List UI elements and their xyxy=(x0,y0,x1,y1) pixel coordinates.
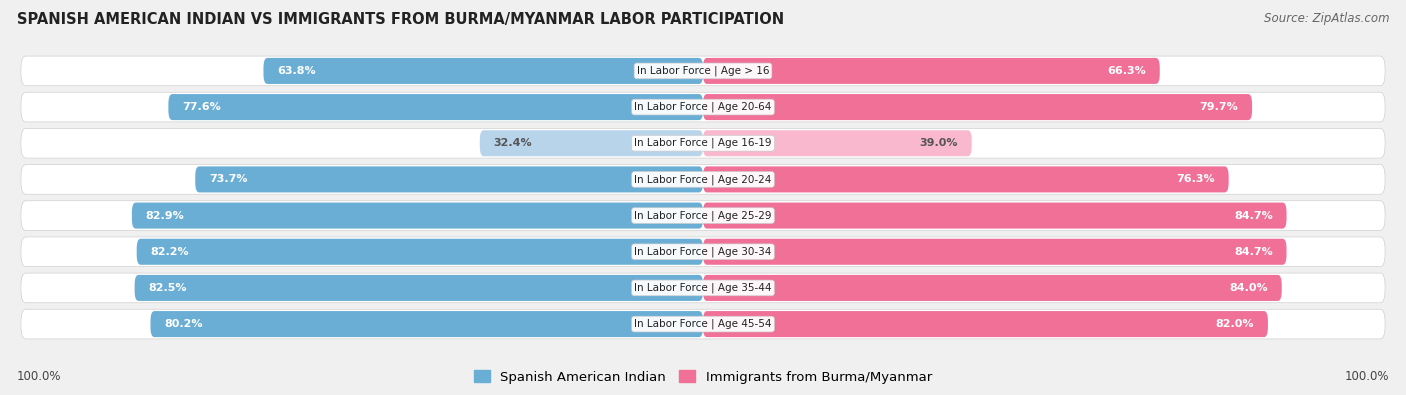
FancyBboxPatch shape xyxy=(703,275,1282,301)
Text: 84.7%: 84.7% xyxy=(1234,247,1272,257)
Text: 84.0%: 84.0% xyxy=(1229,283,1268,293)
FancyBboxPatch shape xyxy=(21,128,1385,158)
Text: 79.7%: 79.7% xyxy=(1199,102,1239,112)
Text: 100.0%: 100.0% xyxy=(17,370,62,383)
FancyBboxPatch shape xyxy=(21,201,1385,230)
Text: In Labor Force | Age > 16: In Labor Force | Age > 16 xyxy=(637,66,769,76)
FancyBboxPatch shape xyxy=(169,94,703,120)
Text: In Labor Force | Age 45-54: In Labor Force | Age 45-54 xyxy=(634,319,772,329)
Legend: Spanish American Indian, Immigrants from Burma/Myanmar: Spanish American Indian, Immigrants from… xyxy=(468,365,938,389)
Text: 82.9%: 82.9% xyxy=(146,211,184,220)
FancyBboxPatch shape xyxy=(703,94,1253,120)
Text: 63.8%: 63.8% xyxy=(277,66,316,76)
Text: 82.5%: 82.5% xyxy=(149,283,187,293)
FancyBboxPatch shape xyxy=(479,130,703,156)
FancyBboxPatch shape xyxy=(263,58,703,84)
FancyBboxPatch shape xyxy=(703,239,1286,265)
FancyBboxPatch shape xyxy=(21,165,1385,194)
FancyBboxPatch shape xyxy=(136,239,703,265)
FancyBboxPatch shape xyxy=(21,237,1385,267)
Text: 82.0%: 82.0% xyxy=(1216,319,1254,329)
Text: 32.4%: 32.4% xyxy=(494,138,533,148)
Text: Source: ZipAtlas.com: Source: ZipAtlas.com xyxy=(1264,12,1389,25)
Text: 39.0%: 39.0% xyxy=(920,138,957,148)
Text: 100.0%: 100.0% xyxy=(1344,370,1389,383)
Text: In Labor Force | Age 25-29: In Labor Force | Age 25-29 xyxy=(634,210,772,221)
FancyBboxPatch shape xyxy=(132,203,703,229)
Text: SPANISH AMERICAN INDIAN VS IMMIGRANTS FROM BURMA/MYANMAR LABOR PARTICIPATION: SPANISH AMERICAN INDIAN VS IMMIGRANTS FR… xyxy=(17,12,785,27)
FancyBboxPatch shape xyxy=(703,58,1160,84)
FancyBboxPatch shape xyxy=(21,273,1385,303)
Text: In Labor Force | Age 20-24: In Labor Force | Age 20-24 xyxy=(634,174,772,185)
Text: 82.2%: 82.2% xyxy=(150,247,188,257)
FancyBboxPatch shape xyxy=(703,311,1268,337)
FancyBboxPatch shape xyxy=(21,56,1385,86)
Text: 73.7%: 73.7% xyxy=(209,175,247,184)
Text: In Labor Force | Age 16-19: In Labor Force | Age 16-19 xyxy=(634,138,772,149)
FancyBboxPatch shape xyxy=(21,309,1385,339)
FancyBboxPatch shape xyxy=(150,311,703,337)
Text: 77.6%: 77.6% xyxy=(183,102,221,112)
FancyBboxPatch shape xyxy=(195,166,703,192)
FancyBboxPatch shape xyxy=(703,130,972,156)
Text: 80.2%: 80.2% xyxy=(165,319,202,329)
FancyBboxPatch shape xyxy=(703,203,1286,229)
FancyBboxPatch shape xyxy=(21,92,1385,122)
FancyBboxPatch shape xyxy=(703,166,1229,192)
Text: 84.7%: 84.7% xyxy=(1234,211,1272,220)
Text: In Labor Force | Age 30-34: In Labor Force | Age 30-34 xyxy=(634,246,772,257)
Text: 66.3%: 66.3% xyxy=(1108,66,1146,76)
Text: 76.3%: 76.3% xyxy=(1177,175,1215,184)
FancyBboxPatch shape xyxy=(135,275,703,301)
Text: In Labor Force | Age 35-44: In Labor Force | Age 35-44 xyxy=(634,283,772,293)
Text: In Labor Force | Age 20-64: In Labor Force | Age 20-64 xyxy=(634,102,772,112)
